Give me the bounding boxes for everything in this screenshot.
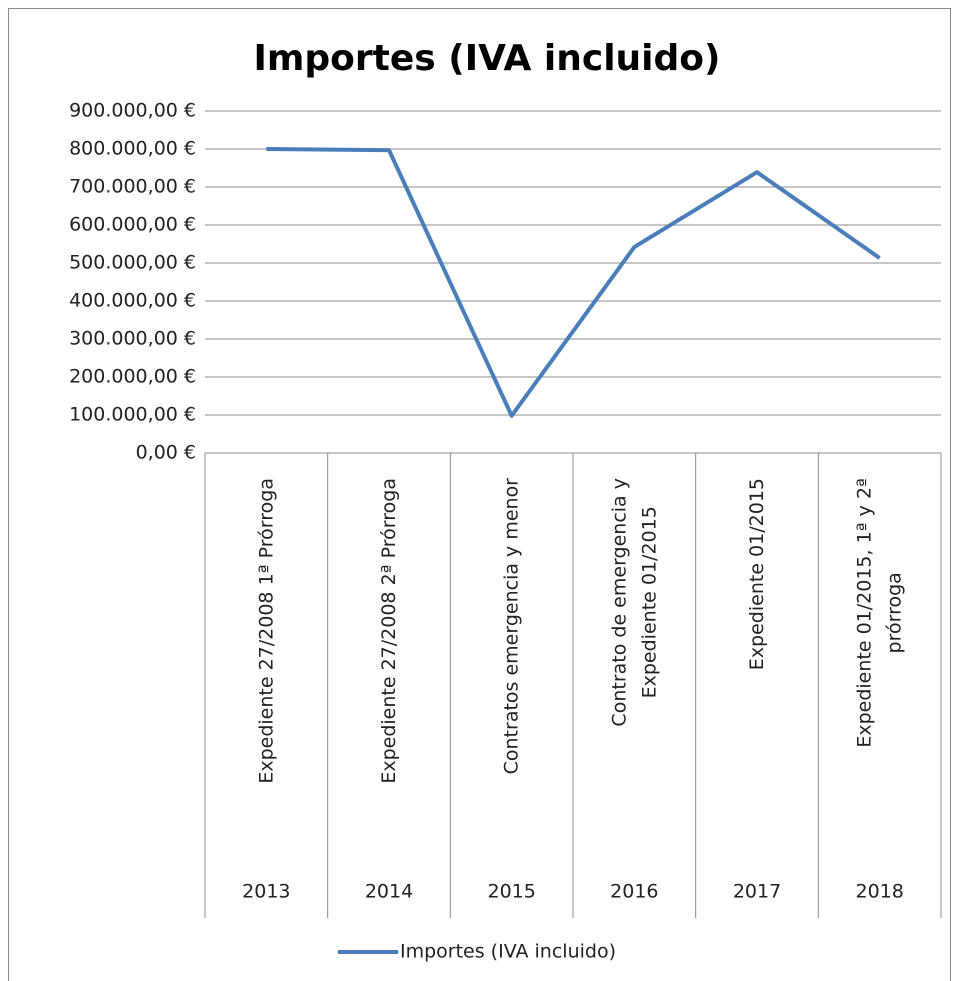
year-label: 2014 bbox=[365, 881, 413, 903]
data-line bbox=[266, 147, 881, 418]
year-label: 2016 bbox=[610, 881, 658, 903]
y-tick-label: 100.000,00 € bbox=[69, 404, 196, 426]
category-label-group: Expediente 01/2015, 1ª y 2ª prórroga bbox=[853, 478, 905, 748]
y-tick-label: 700.000,00 € bbox=[69, 176, 196, 198]
category-label: Expediente 01/2015, 1ª y 2ª prórroga bbox=[853, 478, 905, 748]
y-tick-label: 200.000,00 € bbox=[69, 366, 196, 388]
category-label: Expediente 27/2008 1ª Prórroga bbox=[255, 478, 277, 784]
category-label: Expediente 01/2015 bbox=[746, 478, 768, 670]
category-label: Contratos emergencia y menor bbox=[500, 478, 522, 775]
y-tick-label: 300.000,00 € bbox=[69, 328, 196, 350]
chart-title: Importes (IVA incluido) bbox=[254, 38, 721, 79]
year-label: 2017 bbox=[733, 881, 781, 903]
legend-label: Importes (IVA incluido) bbox=[400, 941, 616, 963]
category-label: Contrato de emergencia y Expediente 01/20… bbox=[608, 478, 660, 727]
y-tick-label: 400.000,00 € bbox=[69, 290, 196, 312]
year-label: 2013 bbox=[242, 881, 290, 903]
y-tick-label: 600.000,00 € bbox=[69, 214, 196, 236]
category-label-group: Expediente 27/2008 2ª Prórroga bbox=[378, 478, 400, 784]
category-label-group: Contratos emergencia y menor bbox=[500, 478, 522, 775]
year-label: 2018 bbox=[855, 881, 903, 903]
y-tick-label: 800.000,00 € bbox=[69, 138, 196, 160]
year-label: 2015 bbox=[487, 881, 535, 903]
y-tick-label: 500.000,00 € bbox=[69, 252, 196, 274]
category-label-group: Expediente 27/2008 1ª Prórroga bbox=[255, 478, 277, 784]
category-label-group: Expediente 01/2015 bbox=[746, 478, 768, 670]
y-tick-label: 0,00 € bbox=[136, 442, 196, 464]
category-label: Expediente 27/2008 2ª Prórroga bbox=[378, 478, 400, 784]
y-tick-label: 900.000,00 € bbox=[69, 100, 196, 122]
category-label-group: Contrato de emergencia y Expediente 01/20… bbox=[608, 478, 660, 727]
chart-frame bbox=[8, 8, 951, 981]
